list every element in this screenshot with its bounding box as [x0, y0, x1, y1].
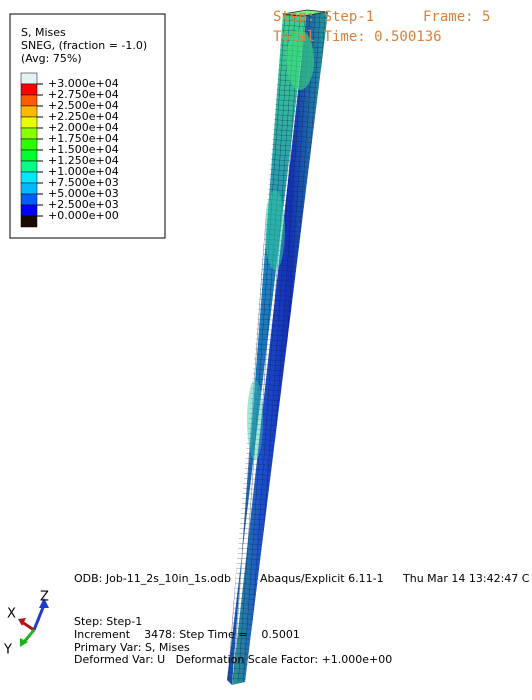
legend-swatch [20, 83, 38, 96]
legend-swatch [20, 127, 38, 140]
step-info: Step: Step-1 [74, 615, 142, 628]
legend-label: +2.500e+04 [48, 99, 119, 112]
beam [227, 9, 328, 685]
primary-var: Primary Var: S, Mises [74, 641, 190, 654]
deformed-var: Deformed Var: U Deformation Scale Factor… [74, 653, 392, 666]
legend-label: +1.500e+04 [48, 143, 119, 156]
legend-label: +0.000e+00 [48, 209, 119, 222]
axis-z: Z [40, 590, 49, 605]
legend-swatch [20, 204, 38, 217]
triad: Z X Y [3, 590, 49, 658]
legend-swatch [20, 138, 38, 151]
legend-swatch [20, 215, 38, 228]
legend-title: S, Mises [21, 26, 66, 39]
frame-status: Frame: 5 [423, 9, 490, 25]
version-info: Abaqus/Explicit 6.11-1 [260, 572, 384, 585]
date-info: Thu Mar 14 13:42:47 C [402, 572, 530, 585]
legend-swatch [20, 193, 38, 206]
legend-label: +1.250e+04 [48, 154, 119, 167]
axis-x: X [7, 607, 16, 622]
legend-swatch [20, 72, 38, 85]
legend-label: +2.750e+04 [48, 88, 119, 101]
legend-swatch [20, 182, 38, 195]
legend-swatch [20, 160, 38, 173]
legend-swatch [20, 94, 38, 107]
step-status: Step: Step-1 [273, 9, 374, 25]
legend-label: +1.000e+04 [48, 165, 119, 178]
legend-label: +2.500e+03 [48, 198, 119, 211]
legend-swatch [20, 149, 38, 162]
legend-label: +1.750e+04 [48, 132, 119, 145]
time-status: Total Time: 0.500136 [273, 29, 442, 45]
odb-info: ODB: Job-11_2s_10in_1s.odb [74, 572, 231, 585]
legend: +3.000e+04+2.750e+04+2.500e+04+2.250e+04… [20, 72, 119, 228]
legend-label: +5.000e+03 [48, 187, 119, 200]
legend-label: +3.000e+04 [48, 77, 119, 90]
legend-swatch [20, 171, 38, 184]
legend-title: (Avg: 75%) [21, 52, 82, 65]
increment-info: Increment 3478: Step Time = 0.5001 [74, 628, 300, 641]
legend-swatch [20, 105, 38, 118]
legend-title: SNEG, (fraction = -1.0) [21, 39, 147, 52]
legend-swatch [20, 116, 38, 129]
axis-y: Y [3, 643, 12, 658]
legend-label: +7.500e+03 [48, 176, 119, 189]
legend-label: +2.250e+04 [48, 110, 119, 123]
legend-label: +2.000e+04 [48, 121, 119, 134]
